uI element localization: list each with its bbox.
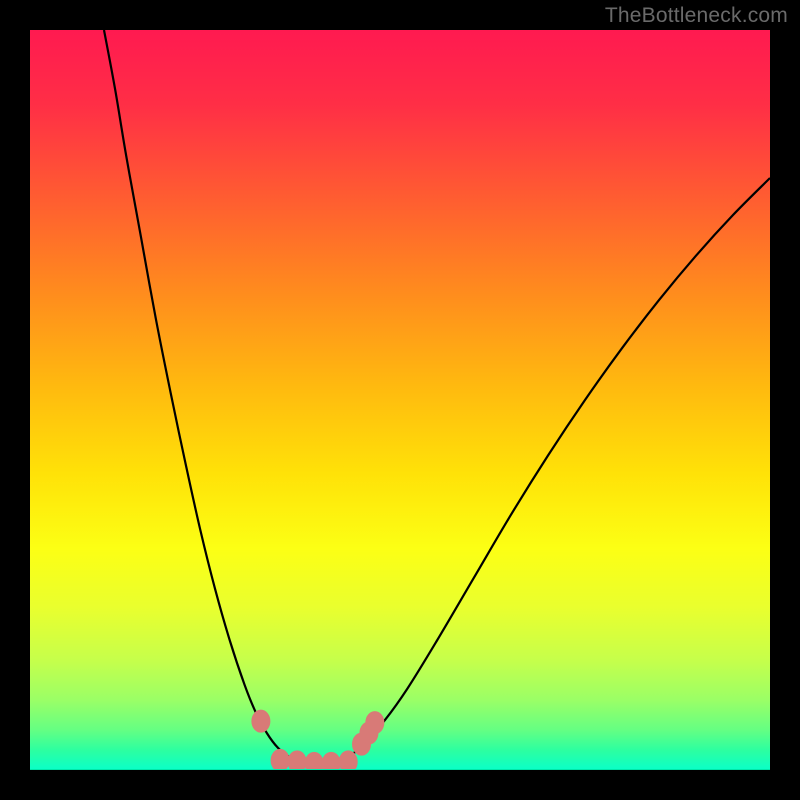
marker-point <box>366 712 384 734</box>
marker-point <box>271 749 289 771</box>
chart-svg <box>0 0 800 800</box>
chart-stage: TheBottleneck.com <box>0 0 800 800</box>
watermark-text: TheBottleneck.com <box>605 4 788 28</box>
gradient-background <box>30 30 770 770</box>
marker-point <box>252 710 270 732</box>
plot-area <box>30 30 770 774</box>
